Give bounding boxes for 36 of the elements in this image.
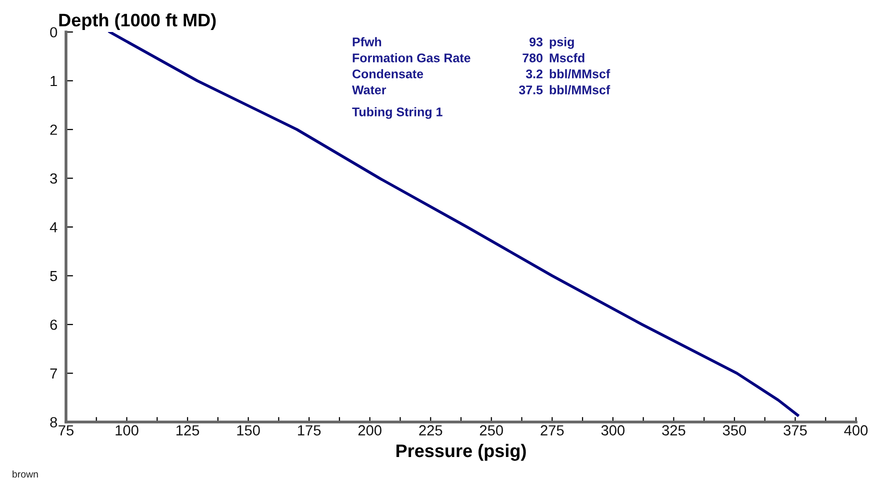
y-tick-label: 6	[50, 320, 58, 330]
x-tick-label: 400	[844, 425, 868, 436]
x-tick-label: 325	[662, 425, 686, 436]
annotation: Tubing String 1	[352, 107, 442, 119]
x-tick-label: 350	[722, 425, 746, 436]
x-tick-label: 100	[116, 425, 138, 436]
y-tick-label: 8	[50, 417, 58, 428]
x-axis-title: Pressure (psig)	[396, 444, 526, 461]
annotation: Condensate	[352, 69, 424, 78]
y-tick-label: 2	[50, 124, 57, 135]
x-tick-label: 375	[784, 425, 807, 436]
annotation: Formation Gas Rate	[352, 53, 470, 62]
x-tick-label: 225	[419, 425, 442, 436]
x-tick-label: 200	[358, 425, 382, 436]
x-tick-label: 275	[540, 425, 564, 436]
y-tick-label: 1	[50, 76, 57, 86]
x-tick-label: 75	[58, 425, 74, 436]
y-tick-label: 7	[50, 368, 57, 379]
annotation: Pfwh	[352, 37, 382, 46]
y-axis-title: Depth (1000 ft MD)	[59, 13, 216, 30]
annotation: 93 psig	[530, 37, 574, 49]
y-tick-label: 4	[50, 222, 58, 232]
x-tick-label: 250	[480, 425, 503, 436]
annotation: Water	[352, 86, 386, 94]
annotation: 37.5 bbl/MMscf	[518, 85, 610, 94]
text: brown	[12, 470, 38, 478]
x-tick-label: 125	[176, 425, 200, 436]
y-tick-label: 5	[50, 271, 58, 282]
x-tick-label: 175	[298, 425, 321, 436]
x-tick-label: 150	[237, 425, 260, 436]
annotation: 780 Mscfd	[522, 53, 584, 62]
line-series	[108, 32, 800, 417]
y-tick-label: 3	[50, 173, 58, 184]
x-tick-label: 300	[601, 425, 625, 436]
annotation: 3.2 bbl/MMscf	[526, 69, 610, 78]
y-tick-label: 0	[50, 27, 58, 38]
